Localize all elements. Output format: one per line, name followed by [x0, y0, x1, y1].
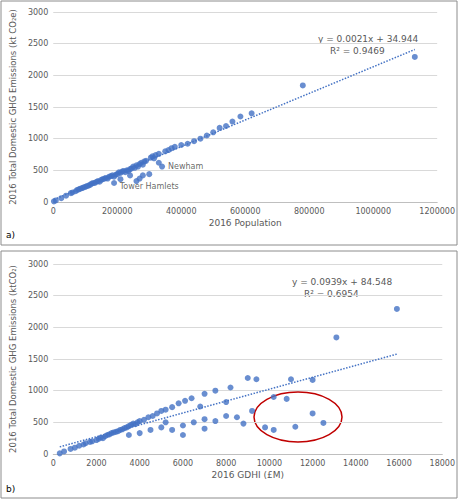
- svg-text:1000: 1000: [28, 134, 48, 143]
- svg-text:a): a): [6, 230, 15, 240]
- svg-text:2016 Total Domestic GHG Emissi: 2016 Total Domestic GHG Emissions (kt CO…: [8, 9, 18, 205]
- svg-text:2000: 2000: [86, 459, 106, 468]
- svg-text:12000: 12000: [300, 459, 325, 468]
- svg-text:4000: 4000: [130, 459, 150, 468]
- svg-text:0: 0: [43, 198, 48, 207]
- svg-text:2016 Total Domestic GHG Emissi: 2016 Total Domestic GHG Emissions (ktCO₂…: [8, 265, 18, 453]
- svg-text:0: 0: [51, 459, 56, 468]
- svg-text:1500: 1500: [28, 355, 48, 364]
- svg-text:200000: 200000: [102, 207, 133, 216]
- svg-text:18000: 18000: [430, 459, 455, 468]
- svg-text:Newham: Newham: [168, 162, 203, 171]
- svg-text:2500: 2500: [28, 291, 48, 300]
- svg-text:3000: 3000: [28, 8, 48, 17]
- svg-text:3000: 3000: [28, 260, 48, 269]
- svg-text:1500: 1500: [28, 103, 48, 112]
- svg-text:500: 500: [33, 418, 48, 427]
- svg-text:2000: 2000: [28, 71, 48, 80]
- svg-text:0: 0: [43, 450, 48, 459]
- svg-text:2016 Population: 2016 Population: [209, 218, 282, 228]
- svg-text:R² = 0.9469: R² = 0.9469: [330, 46, 385, 56]
- svg-text:b): b): [6, 484, 15, 494]
- svg-text:16000: 16000: [386, 459, 411, 468]
- svg-text:800000: 800000: [294, 207, 325, 216]
- svg-text:8000: 8000: [216, 459, 236, 468]
- svg-text:2500: 2500: [28, 39, 48, 48]
- svg-text:y = 0.0021x + 34.944: y = 0.0021x + 34.944: [318, 34, 418, 44]
- svg-text:6000: 6000: [173, 459, 193, 468]
- svg-text:10000: 10000: [257, 459, 282, 468]
- svg-text:1000000: 1000000: [355, 207, 391, 216]
- svg-text:14000: 14000: [343, 459, 368, 468]
- svg-text:500: 500: [33, 166, 48, 175]
- svg-text:R² = 0.6954: R² = 0.6954: [304, 289, 359, 299]
- svg-text:0: 0: [51, 207, 56, 216]
- svg-text:600000: 600000: [230, 207, 261, 216]
- svg-text:400000: 400000: [166, 207, 197, 216]
- svg-text:1000: 1000: [28, 386, 48, 395]
- svg-text:y = 0.0939x + 84.548: y = 0.0939x + 84.548: [292, 277, 392, 287]
- svg-text:2016 GDHI (£M): 2016 GDHI (£M): [212, 470, 284, 480]
- svg-text:2000: 2000: [28, 323, 48, 332]
- svg-text:1200000: 1200000: [419, 207, 455, 216]
- svg-text:Tower Hamlets: Tower Hamlets: [119, 182, 179, 191]
